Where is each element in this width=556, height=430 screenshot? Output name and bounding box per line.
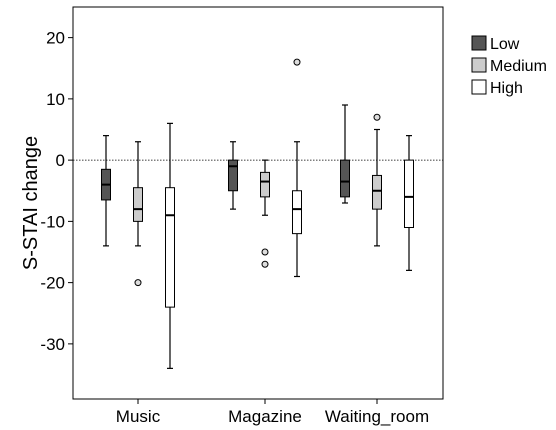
box-medium-magazine	[260, 159, 270, 268]
box-iqr	[133, 187, 143, 222]
y-tick-label: -10	[40, 212, 65, 231]
legend-label: Medium	[490, 58, 547, 75]
x-axis-ticks: Music Magazine Waiting_room	[116, 399, 429, 426]
legend-label: Low	[490, 36, 520, 53]
box-iqr	[292, 190, 302, 235]
y-tick-label: -20	[40, 274, 65, 293]
box-iqr	[228, 159, 238, 192]
plot-area	[72, 6, 444, 400]
y-axis-title: S-STAI change	[20, 136, 42, 270]
plot-frame	[72, 6, 444, 400]
y-axis-ticks: 20 10 0 -10 -20 -30	[40, 29, 73, 354]
box-iqr	[404, 159, 414, 228]
y-tick-label: 10	[46, 90, 65, 109]
x-tick-label: Waiting_room	[325, 407, 429, 426]
box-high-music	[165, 122, 175, 369]
box-medium-waiting_room	[372, 113, 382, 247]
box-low-magazine	[228, 141, 238, 210]
box-iqr	[372, 174, 382, 210]
legend-label: High	[490, 80, 523, 97]
legend-swatch	[471, 57, 487, 73]
y-tick-label: -30	[40, 335, 65, 354]
outlier-point	[293, 58, 301, 66]
box-low-waiting_room	[340, 104, 350, 204]
legend-swatch	[471, 35, 487, 51]
outlier-point	[261, 248, 269, 256]
box-high-magazine	[292, 58, 302, 278]
box-iqr	[340, 159, 350, 198]
legend: Low Medium High	[471, 35, 547, 97]
box-iqr	[165, 187, 175, 308]
y-tick-label: 0	[56, 151, 65, 170]
box-groups	[101, 58, 414, 369]
box-high-waiting_room	[404, 135, 414, 271]
x-tick-label: Magazine	[228, 407, 302, 426]
x-tick-label: Music	[116, 407, 161, 426]
y-tick-label: 20	[46, 29, 65, 48]
outlier-point	[261, 260, 269, 268]
legend-swatch	[471, 79, 487, 95]
legend-item-medium: Medium	[471, 57, 547, 75]
box-low-music	[101, 135, 111, 247]
box-iqr	[260, 171, 270, 198]
legend-item-high: High	[471, 79, 523, 97]
box-medium-music	[133, 141, 143, 287]
outlier-point	[373, 113, 381, 121]
outlier-point	[134, 279, 142, 287]
legend-item-low: Low	[471, 35, 520, 53]
